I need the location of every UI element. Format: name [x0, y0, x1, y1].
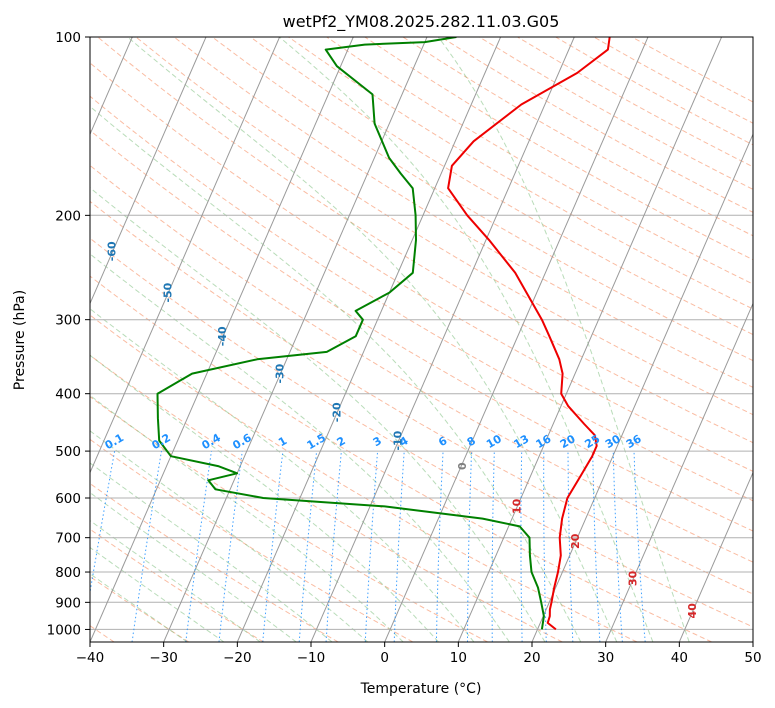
- isotherm-line: [605, 302, 753, 642]
- mixing-ratio-line: [298, 451, 318, 642]
- moist-adiabat: [90, 546, 225, 642]
- isobar-gridlines: [90, 37, 753, 630]
- zero-isotherm-label: 0: [456, 462, 469, 470]
- moist-adiabat: [437, 37, 690, 642]
- x-tick-label: 10: [450, 650, 467, 666]
- mixing-ratio-line: [131, 451, 162, 642]
- x-tick-label: 30: [597, 650, 614, 666]
- isotherm-line: [384, 37, 649, 642]
- grid-labels: -100-90-80-70-60-50-40-30-20-100.10.20.4…: [103, 241, 699, 619]
- isotherm-label: -50: [161, 282, 174, 302]
- isotherm-line: [236, 37, 502, 642]
- y-axis-label: Pressure (hPa): [12, 290, 28, 390]
- warm-isotherm-label: 10: [510, 498, 523, 514]
- x-tick-label: 0: [380, 650, 389, 666]
- moist-adiabat: [90, 308, 475, 642]
- mixing-ratio-line: [218, 451, 243, 642]
- dry-adiabat: [90, 275, 712, 642]
- warm-isotherm-label: 30: [626, 570, 639, 586]
- y-tick-label: 1000: [47, 622, 81, 638]
- x-tick-label: −10: [297, 650, 326, 666]
- y-tick-label: 400: [55, 387, 81, 403]
- isotherm-line: [163, 37, 428, 642]
- dry-adiabats: [90, 37, 753, 642]
- y-tick-label: 700: [55, 531, 81, 547]
- moist-adiabat: [90, 354, 439, 642]
- moist-adiabat: [279, 37, 654, 642]
- x-tick-label: 50: [744, 650, 761, 666]
- moist-adiabat: [90, 573, 188, 642]
- mixing-ratio-line: [262, 451, 284, 642]
- temperature-line: [447, 37, 611, 631]
- dry-adiabat: [90, 237, 753, 628]
- moist-adiabat: [127, 37, 618, 642]
- x-tick-label: 40: [671, 650, 688, 666]
- isotherm-label: -30: [274, 363, 287, 383]
- chart-title: wetPf2_YM08.2025.282.11.03.G05: [283, 12, 560, 32]
- dry-adiabat: [173, 37, 753, 388]
- x-axis-label: Temperature (°C): [360, 681, 482, 697]
- dry-adiabat: [90, 95, 753, 502]
- dry-adiabat: [326, 37, 753, 285]
- y-tick-label: 600: [55, 491, 81, 507]
- x-tick-label: −20: [223, 650, 252, 666]
- dewpoint-line: [156, 37, 545, 630]
- isotherm-label: -10: [392, 430, 405, 450]
- mixing-ratio-lines: [90, 451, 646, 642]
- y-axis-ticks: 1000 900 800 700 600 500 400 300 200 100: [47, 30, 90, 638]
- moist-adiabat: [90, 491, 297, 642]
- dry-adiabat: [90, 482, 339, 642]
- dry-adiabat: [90, 200, 753, 595]
- y-tick-label: 200: [55, 208, 81, 224]
- isotherm-label: -60: [106, 241, 119, 261]
- y-tick-label: 900: [55, 595, 81, 611]
- isotherm-line: [90, 37, 281, 474]
- x-tick-label: 20: [523, 650, 540, 666]
- dry-adiabat: [90, 314, 638, 642]
- x-axis-ticks: −40 −30 −20 −10 0 10 20 30 40 50: [76, 642, 762, 666]
- moist-adiabat: [90, 519, 261, 642]
- isotherm-label: -40: [216, 326, 229, 346]
- warm-isotherm-label: 40: [686, 603, 699, 619]
- x-tick-label: −30: [149, 650, 178, 666]
- isotherm-line: [678, 471, 753, 642]
- isotherm-line: [310, 37, 575, 642]
- sounding-series: [156, 37, 611, 631]
- y-tick-label: 100: [55, 30, 81, 46]
- isotherm-line: [90, 37, 354, 642]
- moist-adiabat: [90, 430, 369, 642]
- isotherm-line: [531, 132, 753, 642]
- plot-frame: [89, 36, 754, 643]
- plot-area: -100-90-80-70-60-50-40-30-20-100.10.20.4…: [90, 37, 753, 642]
- dry-adiabat: [135, 37, 753, 416]
- isotherm-line: [457, 37, 723, 642]
- y-tick-label: 500: [55, 444, 81, 460]
- moist-adiabat: [90, 187, 546, 642]
- mixing-ratio-line: [325, 451, 342, 642]
- moist-adiabat: [90, 253, 510, 642]
- isotherm-gridlines: [90, 37, 753, 642]
- dry-adiabat: [97, 37, 753, 444]
- dry-adiabat: [90, 396, 488, 642]
- mixing-ratio-line: [185, 451, 212, 642]
- dry-adiabat: [90, 354, 563, 642]
- warm-isotherm-label: 20: [569, 533, 582, 549]
- y-tick-label: 800: [55, 565, 81, 581]
- isotherm-line: [90, 37, 207, 305]
- dry-adiabat: [90, 129, 753, 532]
- y-tick-label: 300: [55, 313, 81, 329]
- isotherm-label: -20: [330, 402, 343, 422]
- x-tick-label: −40: [76, 650, 105, 666]
